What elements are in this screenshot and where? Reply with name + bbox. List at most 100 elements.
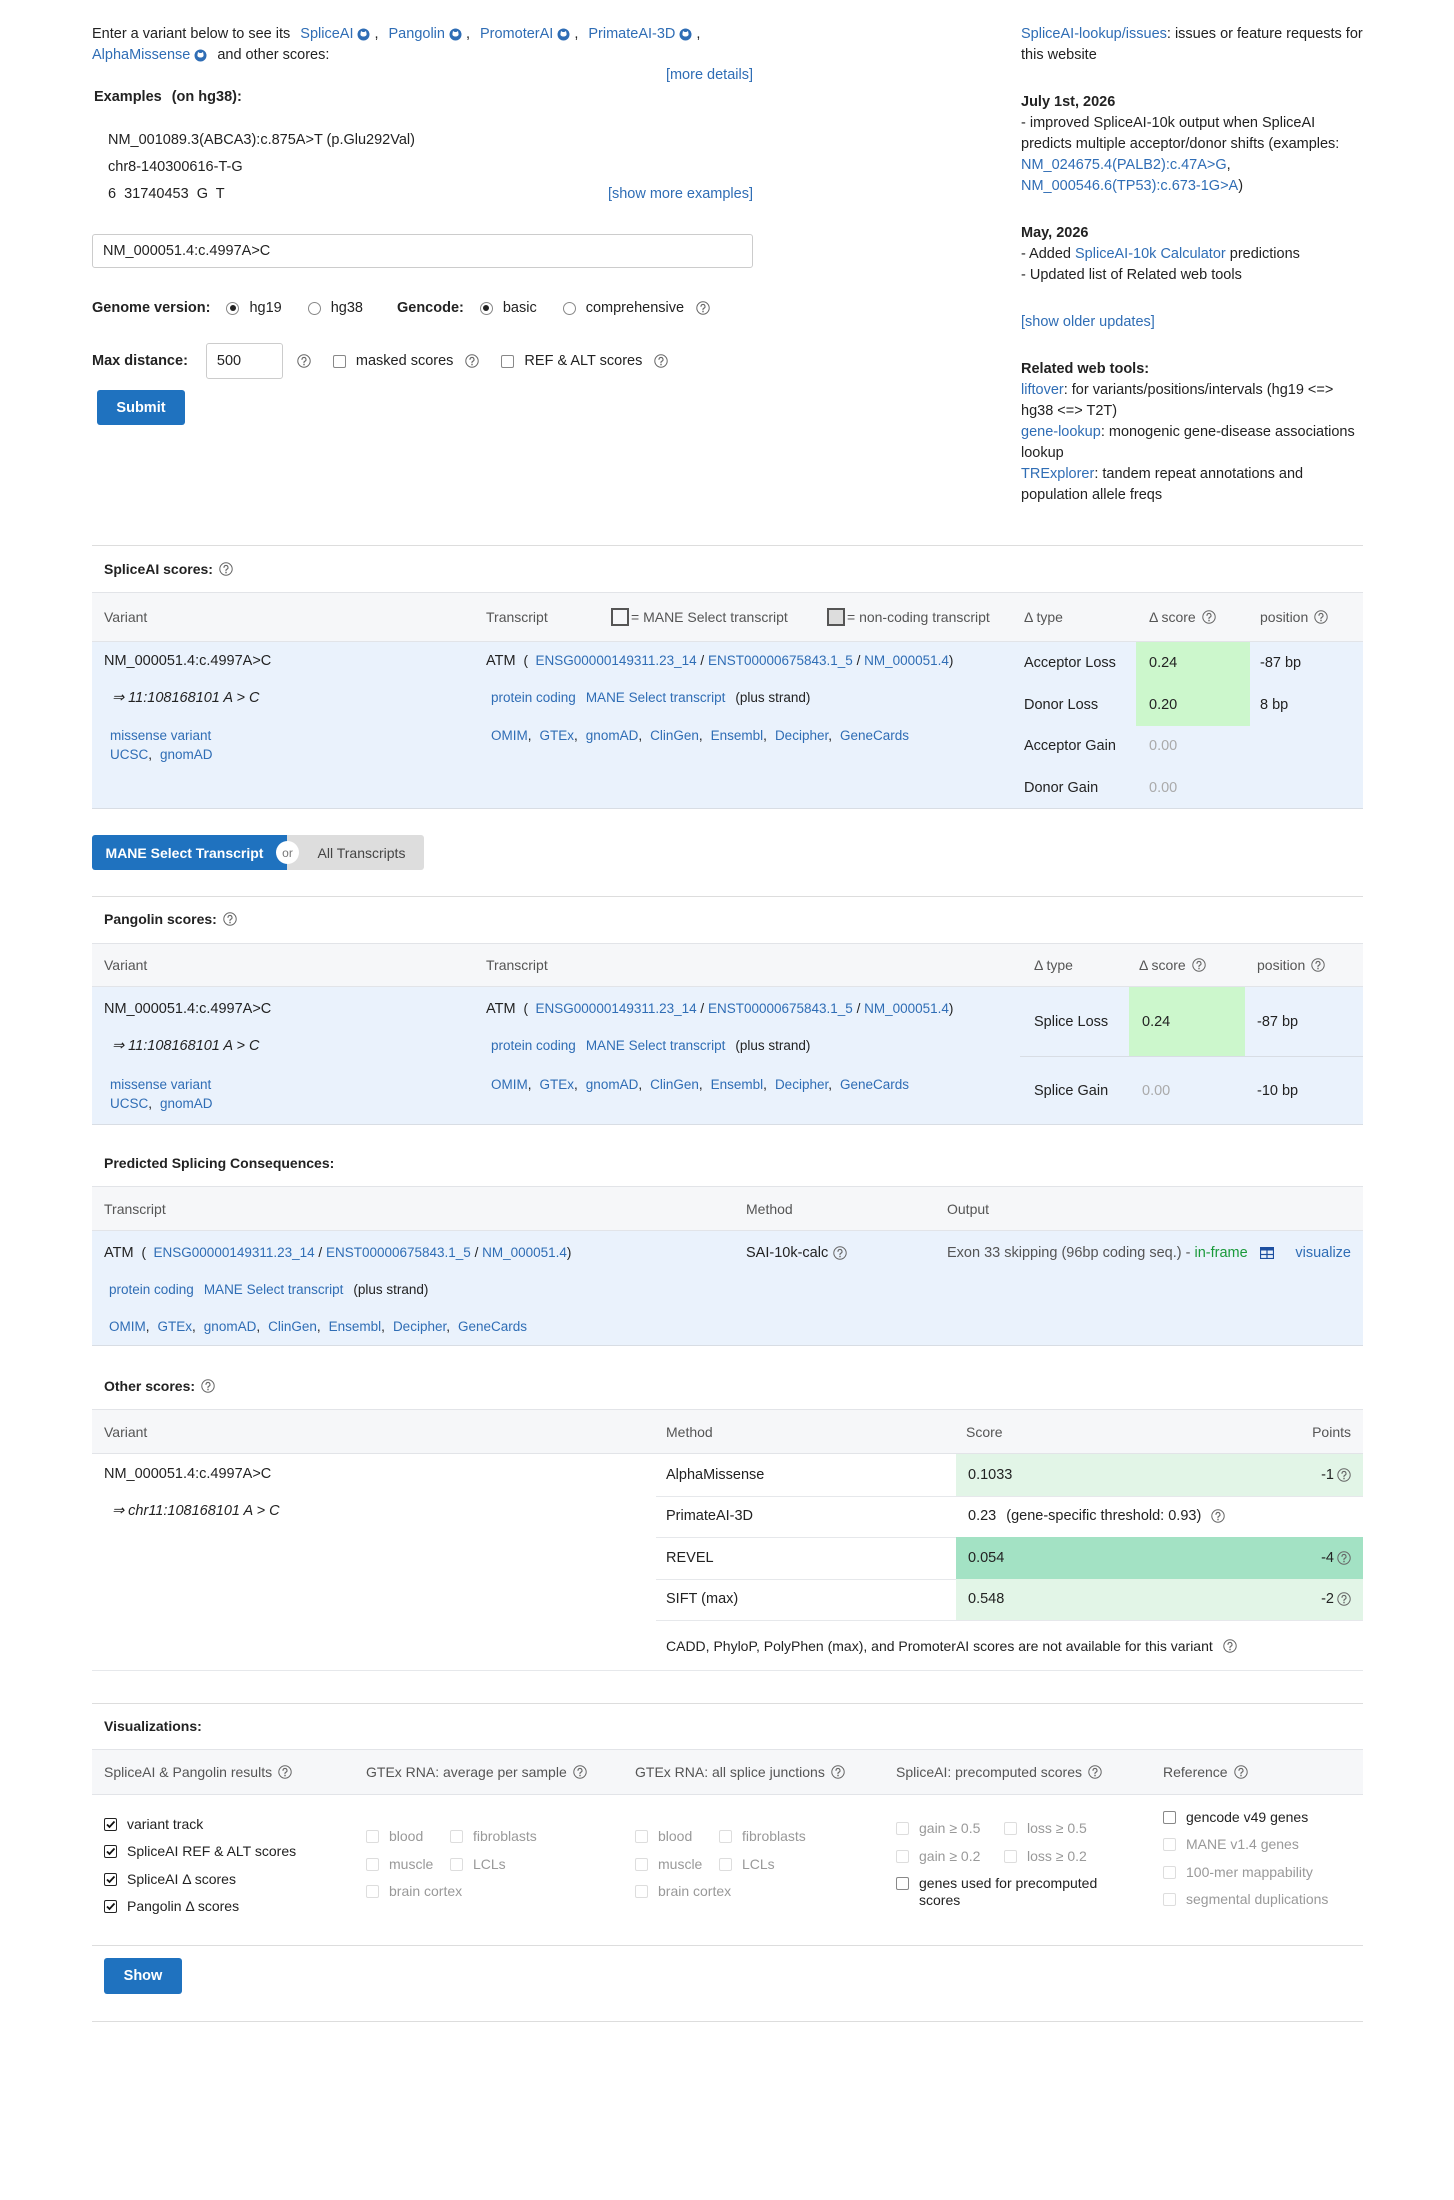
link[interactable]: ClinGen	[268, 1319, 317, 1334]
link[interactable]: UCSC	[110, 747, 149, 762]
link[interactable]: OMIM	[491, 1077, 528, 1092]
link[interactable]: gnomAD	[160, 1096, 213, 1111]
link[interactable]: Ensembl	[710, 1077, 764, 1092]
more-details-link[interactable]: [more details]	[665, 67, 753, 83]
link[interactable]: NM_000051.4	[864, 1001, 949, 1016]
show-older-link[interactable]: [show older updates]	[1021, 314, 1155, 330]
text: (	[141, 1245, 154, 1260]
checkbox[interactable]	[896, 1877, 909, 1890]
link[interactable]: Decipher	[774, 1077, 829, 1092]
link[interactable]: OMIM	[491, 728, 528, 743]
link[interactable]: ENST00000675843.1_5	[707, 1001, 853, 1016]
mane-toggle[interactable]: MANE Select Transcript	[92, 835, 287, 870]
link[interactable]: GTEx	[539, 1077, 575, 1092]
checkbox-label: loss ≥ 0.5	[1027, 1820, 1087, 1836]
help-icon	[465, 354, 480, 368]
radio[interactable]	[479, 301, 493, 315]
link[interactable]: Ensembl	[710, 728, 764, 743]
transcript-tags: protein coding MANE Select transcript (plu…	[491, 1038, 810, 1053]
link[interactable]: Decipher	[774, 728, 829, 743]
checkbox[interactable]	[1163, 1811, 1176, 1824]
all-transcripts-toggle[interactable]: All Transcripts	[287, 835, 424, 870]
link[interactable]: Ensembl	[328, 1319, 382, 1334]
show-more-link[interactable]: [show more examples]	[607, 186, 753, 202]
link[interactable]: GTEx	[157, 1319, 193, 1334]
link[interactable]: gnomAD	[585, 728, 639, 743]
link[interactable]: ENSG00000149311.23_14	[535, 1001, 697, 1016]
link[interactable]: OMIM	[109, 1319, 146, 1334]
column-header: GTEx RNA: average per sample	[366, 1764, 587, 1780]
checkbox-label: masked scores	[355, 353, 454, 369]
link[interactable]: gnomAD	[160, 747, 213, 762]
link[interactable]: liftover	[1021, 382, 1064, 398]
delta-score: 0.24	[1129, 987, 1245, 1056]
transcript-tag[interactable]: protein coding	[109, 1282, 194, 1297]
example: NM_001089.3(ABCA3):c.875A>T (p.Glu292Val…	[108, 132, 415, 148]
link[interactable]: GeneCards	[840, 1077, 910, 1092]
show-button[interactable]: Show	[104, 1958, 182, 1994]
toggle-selected: MANE Select Transcript	[105, 844, 264, 861]
checkbox[interactable]	[501, 354, 515, 368]
table-body: NM_000051.4:c.4997A>C ⇒ 11:108168101 A > …	[92, 987, 1363, 1125]
transcript-tag[interactable]: MANE Select transcript	[203, 1282, 344, 1297]
link[interactable]: ClinGen	[650, 728, 699, 743]
checkbox-label: blood	[658, 1828, 693, 1844]
link[interactable]: Decipher	[392, 1319, 447, 1334]
link[interactable]: gnomAD	[203, 1319, 257, 1334]
tool-link[interactable]: PrimateAI-3D	[588, 26, 676, 42]
row-divider	[1020, 1056, 1363, 1057]
transcript-tag[interactable]: protein coding	[491, 1038, 576, 1053]
link[interactable]: ClinGen	[650, 1077, 699, 1092]
link[interactable]: ENSG00000149311.23_14	[153, 1245, 315, 1260]
consequence: missense variant	[110, 728, 211, 743]
transcript-tag[interactable]: protein coding	[491, 690, 576, 705]
link[interactable]: ENSG00000149311.23_14	[535, 653, 697, 668]
column-header: Points	[1312, 1424, 1351, 1440]
link[interactable]: NM_000051.4	[482, 1245, 567, 1260]
checkbox[interactable]	[104, 1899, 117, 1913]
transcript-tag[interactable]: MANE Select transcript	[585, 1038, 726, 1053]
radio[interactable]	[226, 301, 240, 315]
link[interactable]: GeneCards	[840, 728, 910, 743]
transcript-tag[interactable]: MANE Select transcript	[585, 690, 726, 705]
column-header-text: Points	[1312, 1423, 1351, 1440]
link[interactable]: TRExplorer	[1021, 466, 1095, 482]
visualize-link[interactable]: visualize	[1295, 1245, 1351, 1261]
radio[interactable]	[307, 301, 321, 315]
radio[interactable]	[562, 301, 576, 315]
column-header-text: Δ score	[1149, 609, 1196, 625]
variant-input[interactable]: NM_000051.4:c.4997A>C	[92, 234, 753, 268]
gene-name: ATM	[486, 653, 516, 669]
consequence-link[interactable]: missense variant	[110, 728, 212, 743]
help-icon	[1192, 958, 1206, 972]
checkbox[interactable]	[104, 1845, 117, 1859]
link[interactable]: ENST00000675843.1_5	[707, 653, 853, 668]
tool-link[interactable]: Pangolin	[388, 26, 445, 42]
link[interactable]: UCSC	[110, 1096, 149, 1111]
column-header-text: position	[1257, 957, 1306, 973]
submit-button[interactable]: Submit	[97, 390, 185, 425]
link[interactable]: gene-lookup	[1021, 424, 1101, 440]
link[interactable]: NM_024675.4(PALB2):c.47A>G	[1021, 157, 1227, 173]
link[interactable]: SpliceAI-lookup/issues	[1021, 26, 1167, 42]
checkbox[interactable]	[104, 1872, 117, 1886]
checkbox-label: SpliceAI Δ scores	[127, 1870, 236, 1887]
link[interactable]: gnomAD	[585, 1077, 639, 1092]
checkbox[interactable]	[104, 1818, 117, 1831]
link[interactable]: ENST00000675843.1_5	[325, 1245, 471, 1260]
link[interactable]: NM_000051.4	[864, 653, 949, 668]
tool-link[interactable]: AlphaMissense	[92, 47, 191, 63]
help-icon	[278, 1765, 292, 1779]
link[interactable]: GeneCards	[458, 1319, 528, 1334]
tool-link[interactable]: SpliceAI	[300, 26, 354, 42]
consequence-link[interactable]: missense variant	[110, 1077, 212, 1092]
radio-option: basic	[502, 300, 537, 316]
link[interactable]: GTEx	[539, 728, 575, 743]
tool-link[interactable]: PromoterAI	[479, 26, 554, 42]
checkbox[interactable]	[332, 354, 346, 368]
link[interactable]: SpliceAI-10k Calculator	[1075, 246, 1226, 262]
max-distance-input[interactable]: 500	[205, 343, 283, 379]
link[interactable]: NM_000546.6(TP53):c.673-1G>A	[1021, 178, 1239, 194]
method-text: REVEL	[666, 1549, 714, 1566]
text: /	[852, 1001, 865, 1016]
